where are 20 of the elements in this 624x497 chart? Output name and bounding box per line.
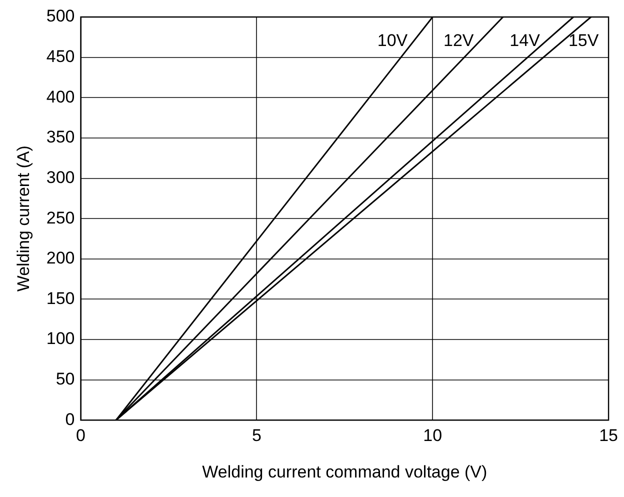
- x-tick-label: 10: [423, 426, 442, 446]
- y-tick-label: 350: [46, 128, 75, 147]
- y-axis-title: Welding current (A): [14, 146, 33, 292]
- y-tick-label: 450: [46, 47, 75, 66]
- y-tick-label: 150: [46, 288, 75, 308]
- series-label: 15V: [568, 30, 600, 50]
- y-tick-label: 250: [46, 208, 75, 228]
- x-axis-title: Welding current command voltage (V): [202, 462, 488, 482]
- y-tick-label: 500: [46, 6, 75, 26]
- y-tick-label: 200: [46, 248, 75, 268]
- series-label: 14V: [510, 30, 541, 50]
- y-tick-label: 100: [46, 329, 75, 348]
- x-tick-label: 15: [599, 426, 618, 446]
- series-label: 10V: [377, 30, 408, 50]
- y-tick-label: 50: [56, 370, 75, 389]
- y-tick-label: 400: [46, 87, 75, 106]
- series-label: 12V: [444, 30, 474, 50]
- y-tick-label: 300: [46, 168, 75, 187]
- y-tick-label: 0: [65, 410, 75, 429]
- x-tick-label: 5: [252, 426, 262, 446]
